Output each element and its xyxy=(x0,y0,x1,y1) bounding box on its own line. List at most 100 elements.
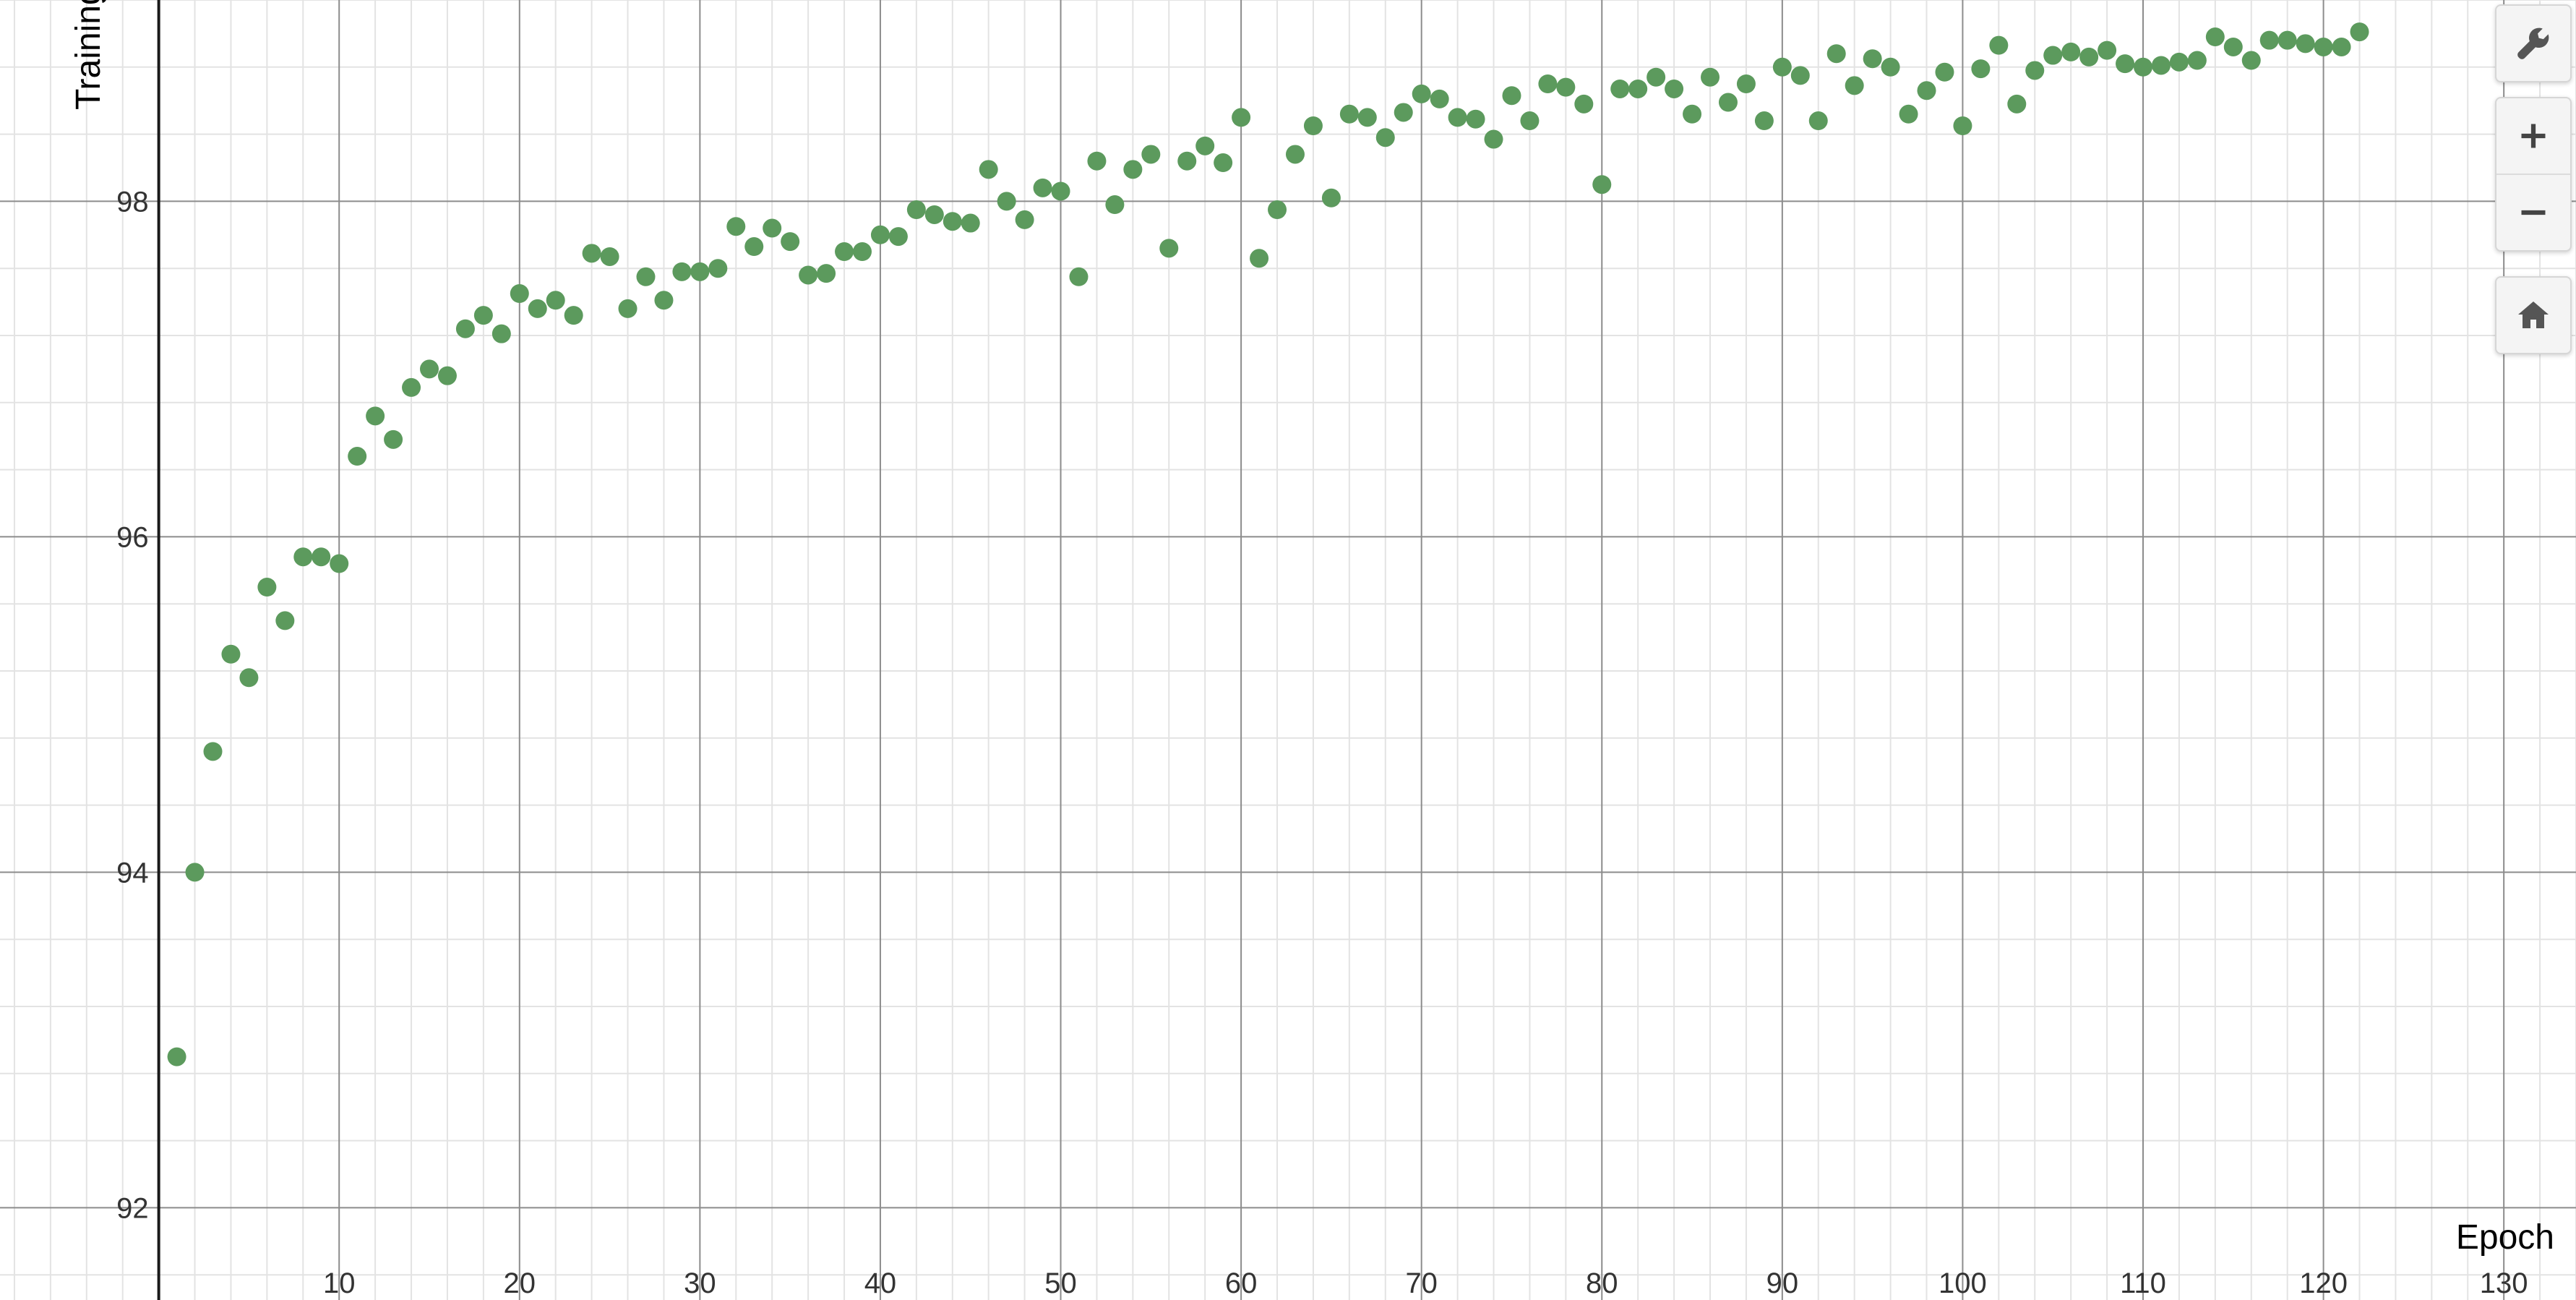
data-point xyxy=(1069,267,1089,286)
data-point xyxy=(1285,145,1305,164)
zoom-group xyxy=(2495,97,2572,252)
data-point xyxy=(420,359,439,379)
x-tick-label: 60 xyxy=(1225,1267,1258,1299)
default-viewport-button[interactable] xyxy=(2496,278,2570,353)
data-point xyxy=(1502,86,1521,106)
data-point xyxy=(1917,81,1936,101)
data-point xyxy=(1412,84,1431,103)
data-point xyxy=(906,200,926,219)
x-tick-label: 20 xyxy=(504,1267,536,1299)
data-point xyxy=(257,578,277,596)
data-point xyxy=(690,262,710,281)
home-icon xyxy=(2516,298,2551,333)
data-point xyxy=(1520,111,1540,131)
data-point xyxy=(1971,59,1991,79)
data-point xyxy=(2079,47,2099,67)
x-tick-labels: 10 20 30 40 50 60 70 80 90 100 110 120 130 xyxy=(323,1267,2528,1299)
data-point xyxy=(1628,79,1648,98)
x-tick-label: 50 xyxy=(1044,1267,1077,1299)
data-point xyxy=(852,242,872,261)
data-point xyxy=(2259,30,2279,50)
data-point xyxy=(1250,249,1269,268)
data-point xyxy=(275,611,295,630)
data-point xyxy=(491,324,511,343)
data-point xyxy=(1863,49,1882,69)
data-point xyxy=(1268,200,1287,219)
settings-group xyxy=(2495,4,2572,82)
graph-settings-button[interactable] xyxy=(2496,6,2570,81)
data-point xyxy=(1556,77,1576,97)
data-point xyxy=(2151,56,2171,75)
zoom-out-button[interactable] xyxy=(2496,174,2570,250)
y-tick-label: 92 xyxy=(116,1192,149,1224)
data-point xyxy=(2296,34,2315,54)
data-point xyxy=(330,554,349,573)
data-point xyxy=(1935,62,1954,82)
data-point xyxy=(185,863,205,882)
data-point xyxy=(384,429,403,449)
data-point xyxy=(888,227,908,247)
data-point xyxy=(221,644,241,664)
data-point xyxy=(744,237,764,257)
data-point xyxy=(997,192,1016,211)
data-point xyxy=(2223,37,2243,56)
y-tick-label: 96 xyxy=(116,521,149,553)
data-point xyxy=(1303,116,1323,135)
data-point xyxy=(1953,116,1972,135)
data-point xyxy=(1845,76,1864,95)
data-point xyxy=(2043,46,2063,65)
y-tick-label: 98 xyxy=(116,186,149,218)
data-points[interactable] xyxy=(167,22,2369,1066)
data-point xyxy=(1430,89,1449,108)
data-point xyxy=(2134,57,2153,77)
data-point xyxy=(1881,57,1900,77)
data-point xyxy=(1177,151,1197,171)
data-point xyxy=(1321,188,1341,208)
data-point xyxy=(582,244,601,263)
data-point xyxy=(528,299,547,318)
x-tick-label: 70 xyxy=(1405,1267,1438,1299)
data-point xyxy=(1141,145,1161,164)
data-point xyxy=(924,205,944,224)
data-point xyxy=(1790,66,1810,85)
data-point xyxy=(1592,175,1612,194)
minus-icon xyxy=(2517,197,2549,228)
x-axis-label: Epoch xyxy=(2456,1218,2554,1257)
data-point xyxy=(600,247,619,266)
data-point xyxy=(636,267,656,286)
y-axis-label: Training % xyxy=(69,0,108,110)
data-point xyxy=(943,212,962,231)
data-point xyxy=(2098,40,2117,60)
data-point xyxy=(817,264,836,283)
data-point xyxy=(979,160,998,179)
data-point xyxy=(1665,79,1684,98)
data-point xyxy=(1051,181,1070,201)
data-point xyxy=(1466,109,1485,129)
data-point xyxy=(2277,30,2297,50)
zoom-in-button[interactable] xyxy=(2496,98,2570,174)
data-point xyxy=(239,668,259,688)
data-point xyxy=(1087,151,1107,171)
plus-icon xyxy=(2517,120,2549,152)
data-point xyxy=(2187,51,2207,70)
x-tick-label: 90 xyxy=(1766,1267,1799,1299)
data-point xyxy=(1195,136,1215,155)
data-point xyxy=(1754,111,1774,131)
x-tick-label: 130 xyxy=(2480,1267,2528,1299)
data-point xyxy=(167,1047,186,1066)
data-point xyxy=(1484,129,1503,149)
data-point xyxy=(618,299,637,318)
data-point xyxy=(672,262,692,281)
data-point xyxy=(1105,195,1125,215)
data-point xyxy=(1357,108,1377,127)
data-point xyxy=(1808,111,1828,131)
data-point xyxy=(2241,51,2261,70)
data-point xyxy=(2205,27,2225,47)
x-tick-label: 80 xyxy=(1586,1267,1618,1299)
y-tick-label: 94 xyxy=(116,857,149,889)
x-tick-label: 110 xyxy=(2120,1267,2166,1299)
data-point xyxy=(1989,35,2009,55)
